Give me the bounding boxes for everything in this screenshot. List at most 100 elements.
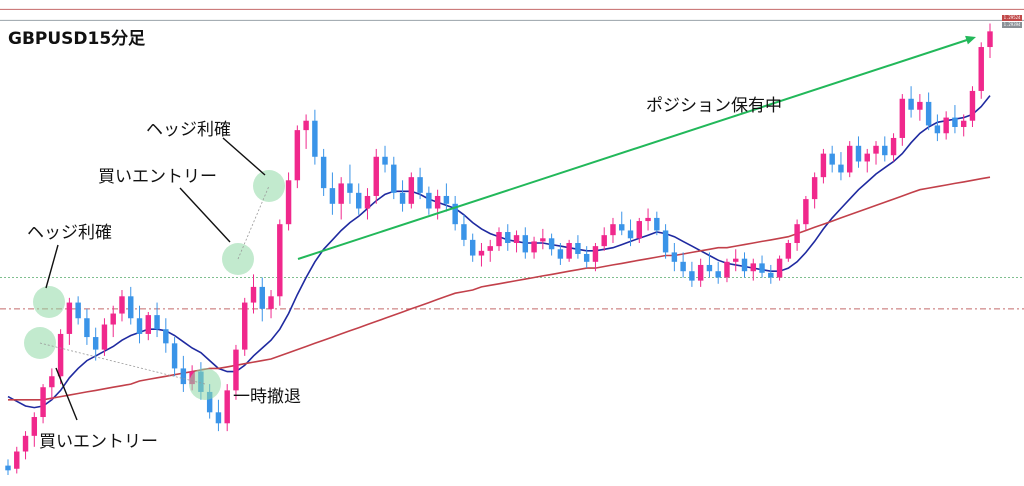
- candle: [399, 180, 406, 212]
- candle-body: [40, 387, 46, 418]
- candle-body: [303, 120, 309, 131]
- candle: [154, 302, 160, 338]
- candle-body: [838, 164, 844, 173]
- candle: [5, 459, 11, 476]
- candle: [355, 183, 362, 215]
- candle: [846, 141, 853, 178]
- annotation-buy-entry-2: 買いエントリー: [98, 167, 217, 187]
- candle-body: [163, 329, 169, 344]
- candle-body: [750, 263, 756, 272]
- candle: [513, 230, 520, 253]
- candle: [75, 296, 81, 325]
- candle-body: [811, 177, 818, 200]
- candle: [934, 114, 941, 142]
- candle-body: [794, 224, 800, 243]
- moving-average-line-fast: [7, 95, 991, 409]
- candle-body: [776, 258, 783, 278]
- candle-body: [540, 238, 546, 242]
- annotation-leader-line-3: [222, 137, 266, 176]
- chart-title: GBPUSD15分足: [8, 29, 146, 49]
- candle: [890, 133, 897, 162]
- candle: [128, 286, 134, 325]
- candle-body: [294, 130, 301, 181]
- candle-body: [49, 376, 55, 388]
- candle: [417, 167, 423, 200]
- horizontal-lines-layer: [0, 8, 1024, 310]
- candle-body: [592, 246, 599, 262]
- candle-body: [355, 192, 362, 209]
- candle: [522, 227, 529, 259]
- candle: [224, 384, 230, 432]
- candle-body: [934, 125, 941, 134]
- candle-body: [890, 137, 897, 156]
- candle-body: [768, 272, 774, 278]
- candle: [750, 258, 756, 281]
- candle: [680, 252, 686, 278]
- candle-body: [224, 390, 230, 424]
- candle-body: [478, 250, 485, 256]
- candle-body: [943, 117, 949, 134]
- candle: [57, 329, 64, 385]
- annotation-hedge-profit-1: ヘッジ利確: [27, 223, 112, 243]
- candle-body: [697, 264, 704, 281]
- candle-body: [864, 153, 870, 162]
- candle: [408, 172, 415, 209]
- candle-body: [206, 391, 213, 413]
- candle-body: [215, 412, 222, 424]
- candle-body: [645, 217, 651, 222]
- candle: [14, 446, 20, 474]
- candle: [811, 172, 818, 209]
- candle-body: [57, 333, 64, 377]
- annotation-position-hold: ポジション保有中: [646, 96, 782, 116]
- candle: [478, 243, 485, 267]
- candle: [689, 261, 695, 287]
- candle: [741, 252, 748, 278]
- price-tag-upper: 1.29524: [1002, 15, 1022, 21]
- candle: [242, 297, 248, 356]
- annotation-temp-retreat: 一時撤退: [233, 387, 301, 407]
- candle-body: [399, 192, 406, 204]
- candle-body: [873, 145, 879, 154]
- candle: [329, 172, 336, 215]
- candle-body: [461, 224, 467, 240]
- candle-body: [338, 183, 344, 204]
- candle: [49, 368, 55, 400]
- candle-body: [22, 435, 29, 452]
- candle-body: [110, 313, 116, 325]
- candle-body: [347, 183, 353, 193]
- candle: [496, 227, 502, 251]
- candle: [785, 239, 792, 262]
- candle: [22, 431, 29, 460]
- candle: [855, 136, 862, 168]
- candle-body: [987, 31, 993, 48]
- candle-body: [496, 232, 502, 247]
- candle-body: [680, 261, 686, 272]
- candle-body: [312, 120, 318, 157]
- candle: [382, 145, 388, 173]
- candle-body: [426, 192, 432, 209]
- candle-body: [820, 153, 827, 178]
- candle-body: [268, 296, 274, 309]
- candle: [452, 195, 458, 231]
- candle-body: [785, 243, 792, 259]
- candle-body: [434, 195, 441, 209]
- candle: [803, 195, 809, 231]
- candles-layer: [5, 23, 993, 476]
- candle-body: [899, 98, 906, 138]
- candle: [101, 318, 108, 356]
- candle-body: [469, 239, 476, 256]
- candle: [92, 327, 99, 361]
- candle: [338, 177, 344, 220]
- candle-body: [487, 246, 493, 251]
- candle: [163, 318, 169, 353]
- candle: [548, 233, 555, 256]
- candle-body: [724, 261, 730, 278]
- candle: [619, 211, 625, 236]
- candle-body: [119, 296, 125, 314]
- candle: [829, 145, 835, 173]
- candle: [636, 217, 643, 243]
- candle: [364, 188, 371, 220]
- candle-body: [382, 156, 388, 165]
- candle-body: [417, 177, 423, 193]
- candle: [505, 224, 511, 251]
